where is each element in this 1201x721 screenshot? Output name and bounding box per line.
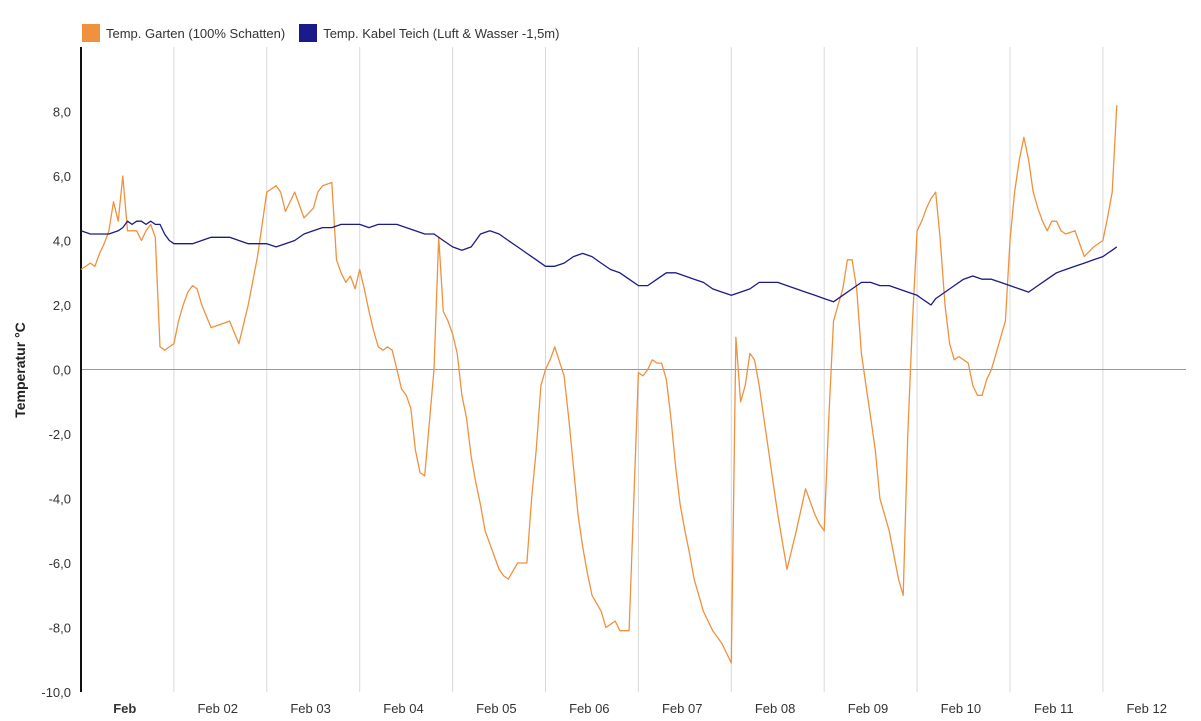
x-tick-label: Feb 04	[383, 701, 423, 716]
legend-item-teich[interactable]: Temp. Kabel Teich (Luft & Wasser -1,5m)	[299, 24, 559, 42]
x-tick-label: Feb 05	[476, 701, 516, 716]
legend-label-teich: Temp. Kabel Teich (Luft & Wasser -1,5m)	[323, 25, 560, 41]
chart-legend: Temp. Garten (100% Schatten) Temp. Kabel…	[82, 24, 559, 42]
x-tick-label: Feb 12	[1126, 701, 1166, 716]
series-line-teich	[80, 220, 1118, 306]
x-tick-label: Feb 11	[1034, 701, 1074, 716]
y-tick-label: 8,0	[53, 105, 71, 120]
x-tick-label: Feb 10	[941, 701, 981, 716]
y-tick-label: -10,0	[41, 685, 71, 700]
x-tick-label: Feb 07	[662, 701, 702, 716]
x-tick-label: Feb	[113, 701, 136, 716]
y-tick-label: -4,0	[49, 492, 71, 507]
legend-swatch-garten	[82, 24, 100, 42]
x-tick-label: Feb 06	[569, 701, 609, 716]
y-tick-label: 4,0	[53, 234, 71, 249]
x-tick-label: Feb 08	[755, 701, 795, 716]
x-tick-label: Feb 03	[290, 701, 330, 716]
x-tick-label: Feb 02	[197, 701, 237, 716]
x-tick-label: Feb 09	[848, 701, 888, 716]
series-line-garten	[80, 105, 1118, 664]
y-tick-label: 0,0	[53, 363, 71, 378]
y-tick-label: -2,0	[49, 427, 71, 442]
y-tick-label: 6,0	[53, 169, 71, 184]
legend-label-garten: Temp. Garten (100% Schatten)	[106, 25, 286, 41]
y-tick-label: 2,0	[53, 298, 71, 313]
y-tick-label: -6,0	[49, 556, 71, 571]
y-tick-label: -8,0	[49, 621, 71, 636]
legend-swatch-teich	[299, 24, 318, 42]
legend-item-garten[interactable]: Temp. Garten (100% Schatten)	[82, 24, 285, 42]
